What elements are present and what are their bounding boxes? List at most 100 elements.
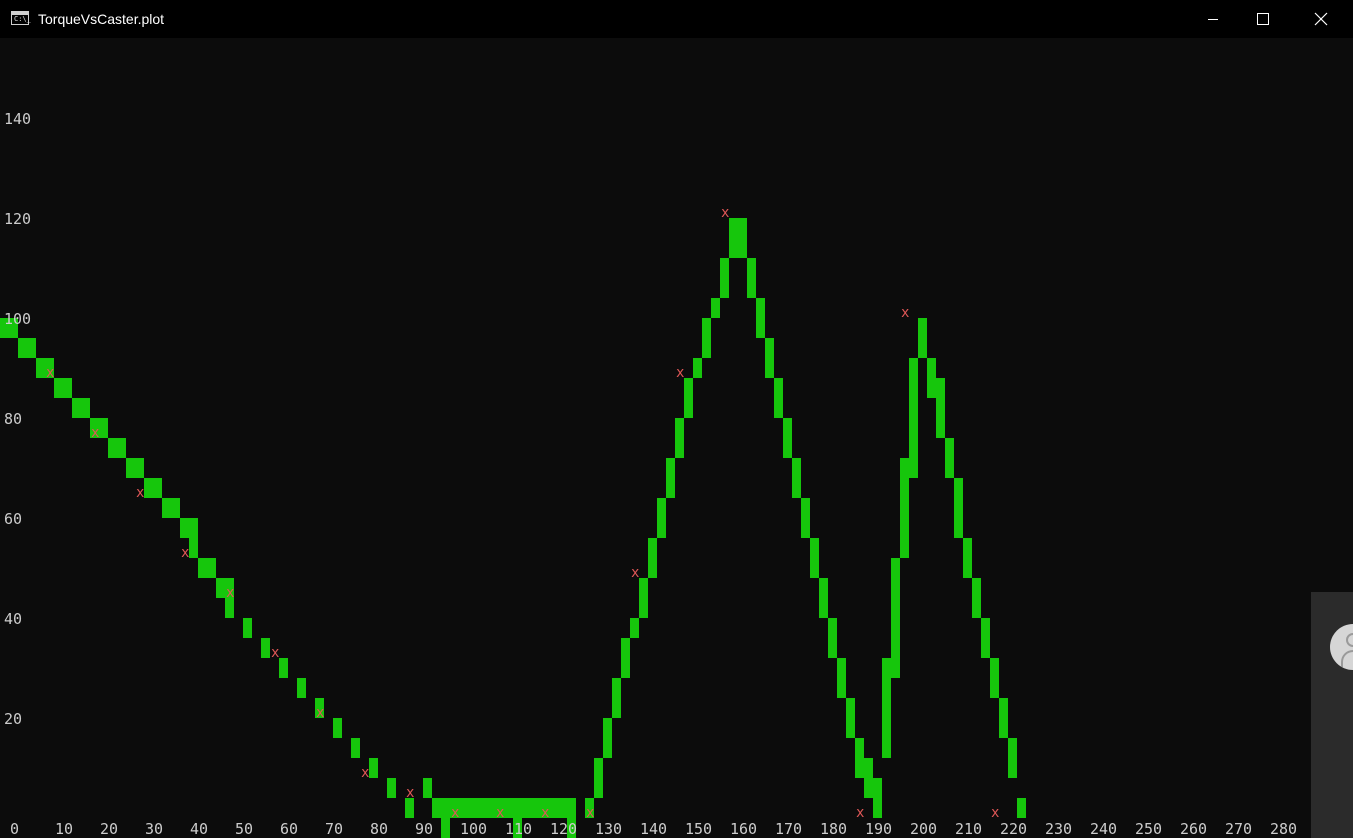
series-bar [900,458,909,558]
y-tick-label: 100 [4,310,31,328]
data-marker: x [316,705,324,721]
series-bar [90,418,108,438]
series-bar [432,798,450,818]
x-tick-label: 160 [730,820,757,838]
x-tick-label: 220 [1000,820,1027,838]
x-tick-label: 240 [1090,820,1117,838]
x-tick-label: 260 [1180,820,1207,838]
series-bar [423,778,432,798]
series-bar [513,818,522,838]
x-tick-label: 40 [190,820,208,838]
series-bar [837,658,846,698]
series-bar [567,818,576,838]
window-title: TorqueVsCaster.plot [38,11,165,27]
x-tick-label: 20 [100,820,118,838]
maximize-button[interactable] [1240,0,1286,38]
y-tick-label: 80 [4,410,22,428]
series-bar [657,498,666,538]
data-marker: x [676,365,684,381]
side-overlay-panel [1311,592,1353,838]
x-tick-label: 170 [775,820,802,838]
data-marker: x [361,765,369,781]
data-marker: x [721,205,729,221]
series-bar [648,538,657,578]
x-tick-label: 120 [550,820,577,838]
x-tick-label: 250 [1135,820,1162,838]
series-bar [720,258,729,298]
x-tick-label: 130 [595,820,622,838]
series-bar [774,378,783,418]
series-bar [297,678,306,698]
x-tick-label: 200 [910,820,937,838]
series-bar [279,658,288,678]
series-bar [351,738,360,758]
series-bar [198,558,216,578]
series-bar [585,798,594,818]
series-bar [819,578,828,618]
series-bar [729,218,738,258]
x-tick-label: 280 [1270,820,1297,838]
x-tick-label: 140 [640,820,667,838]
data-marker: x [181,545,189,561]
y-tick-label: 60 [4,510,22,528]
plot-area: x x x x x x x x x x x x x x x x x x x 20 40 60 80 100 120 140 0 1… [0,38,1353,838]
series-bar [558,798,576,818]
x-tick-label: 0 [10,820,19,838]
data-markers: x x x x x x x x x x x x x x x x x x x [46,205,999,821]
series-bar [333,718,342,738]
x-tick-label: 90 [415,820,433,838]
series-bar [387,778,396,798]
series-bar [882,658,891,758]
series-bar [675,418,684,458]
close-button[interactable] [1298,0,1344,38]
data-marker: x [451,805,459,821]
series-bar [441,818,450,838]
data-marker: x [586,805,594,821]
series-bar [846,698,855,738]
data-marker: x [46,365,54,381]
series-bar [810,538,819,578]
series-bar [189,538,198,558]
series-bar [630,618,639,638]
series-bar [981,618,990,658]
x-tick-label: 210 [955,820,982,838]
x-tick-label: 270 [1225,820,1252,838]
data-marker: x [991,805,999,821]
series-bar [756,298,765,338]
avatar-icon[interactable] [1330,624,1353,670]
series-bar [693,358,702,378]
series-bar [612,678,621,718]
data-marker: x [541,805,549,821]
series-bar [315,698,324,718]
series-bar [855,738,864,778]
close-icon [1314,12,1328,26]
series-bar [891,558,900,678]
series-bar [603,718,612,758]
data-marker: x [631,565,639,581]
x-tick-label: 80 [370,820,388,838]
x-tick-label: 150 [685,820,712,838]
series-bar [918,318,927,358]
y-tick-label: 20 [4,710,22,728]
series-bar [549,798,558,818]
series-bar [945,438,954,478]
series-bar [495,798,504,818]
series-bar [108,438,126,458]
x-tick-label: 70 [325,820,343,838]
minimize-button[interactable] [1190,0,1236,38]
series-bar [738,218,747,258]
series-bar [594,758,603,798]
y-tick-label: 140 [4,110,31,128]
series-bar [504,798,522,818]
console-app-icon: C:\_ [11,11,31,25]
x-tick-label: 230 [1045,820,1072,838]
maximize-icon [1257,13,1269,25]
series-bar [243,618,252,638]
series-bar [711,298,720,318]
series-bar [405,798,414,818]
y-tick-label: 120 [4,210,31,228]
data-marker: x [496,805,504,821]
series-bar [765,338,774,378]
series-bar [54,378,72,398]
x-tick-label: 10 [55,820,73,838]
